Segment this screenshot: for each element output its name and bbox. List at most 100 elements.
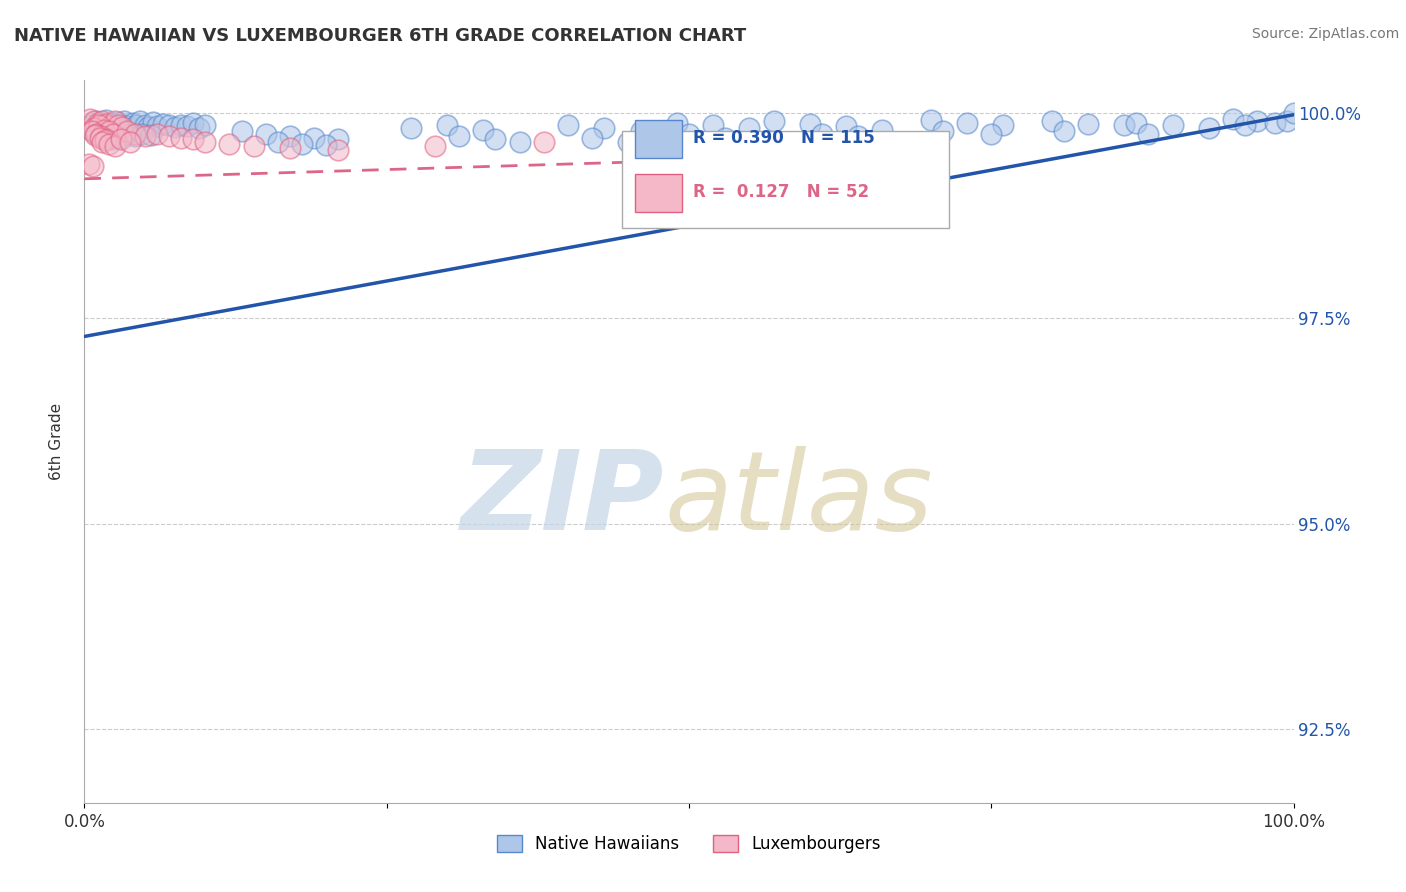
Point: [107, 126, 129, 140]
Point: [124, 127, 146, 141]
Point: [194, 119, 217, 133]
Point: [86, 127, 108, 141]
Point: [835, 120, 858, 134]
Point: [533, 135, 555, 149]
Point: [218, 137, 240, 152]
Point: [436, 119, 458, 133]
Point: [665, 116, 688, 130]
Point: [181, 116, 204, 130]
Point: [714, 130, 737, 145]
Point: [278, 129, 301, 144]
Text: R = 0.390   N = 115: R = 0.390 N = 115: [693, 129, 875, 147]
Point: [267, 135, 290, 149]
Point: [84, 128, 107, 143]
Point: [315, 138, 337, 153]
Point: [103, 127, 125, 141]
Point: [617, 135, 640, 149]
Y-axis label: 6th Grade: 6th Grade: [49, 403, 63, 480]
Point: [110, 132, 132, 146]
Point: [1277, 113, 1299, 128]
Point: [557, 119, 579, 133]
Point: [129, 114, 152, 128]
Point: [920, 112, 942, 127]
Point: [291, 136, 314, 151]
Point: [593, 120, 616, 135]
Point: [91, 113, 114, 128]
Point: [146, 120, 169, 134]
Point: [231, 124, 253, 138]
Point: [139, 128, 162, 143]
Point: [1246, 114, 1268, 128]
Point: [104, 139, 127, 153]
Point: [107, 118, 129, 132]
Point: [1198, 120, 1220, 135]
Point: [932, 124, 955, 138]
Point: [115, 128, 138, 142]
Legend: Native Hawaiians, Luxembourgers: Native Hawaiians, Luxembourgers: [491, 828, 887, 860]
Point: [115, 124, 138, 138]
Point: [993, 119, 1015, 133]
Point: [93, 122, 115, 136]
Point: [738, 120, 761, 135]
Point: [82, 160, 104, 174]
Point: [134, 118, 156, 132]
Point: [702, 119, 724, 133]
Point: [100, 117, 122, 131]
Point: [157, 129, 180, 144]
Text: ZIP: ZIP: [461, 446, 665, 553]
Point: [399, 120, 422, 135]
Point: [188, 120, 211, 135]
Point: [1077, 117, 1099, 131]
Point: [94, 117, 117, 131]
Point: [142, 115, 165, 129]
Point: [328, 132, 350, 146]
Point: [91, 116, 114, 130]
Point: [104, 114, 127, 128]
Point: [91, 130, 114, 145]
Point: [302, 130, 325, 145]
Point: [146, 127, 169, 141]
Point: [242, 139, 264, 153]
Text: Source: ZipAtlas.com: Source: ZipAtlas.com: [1251, 27, 1399, 41]
Point: [678, 127, 700, 141]
Point: [83, 114, 105, 128]
Point: [157, 119, 180, 133]
Point: [278, 140, 301, 154]
Point: [152, 117, 174, 131]
Text: atlas: atlas: [665, 446, 934, 553]
Point: [872, 122, 894, 136]
Point: [125, 119, 148, 133]
Point: [980, 127, 1002, 141]
Point: [762, 114, 785, 128]
Point: [254, 127, 277, 141]
Point: [846, 129, 869, 144]
Point: [181, 132, 204, 146]
Point: [484, 132, 506, 146]
Point: [1125, 116, 1147, 130]
Point: [799, 117, 821, 131]
Point: [83, 120, 105, 135]
Point: [110, 118, 132, 132]
Point: [138, 120, 160, 134]
Point: [472, 122, 495, 136]
Text: NATIVE HAWAIIAN VS LUXEMBOURGER 6TH GRADE CORRELATION CHART: NATIVE HAWAIIAN VS LUXEMBOURGER 6TH GRAD…: [14, 27, 747, 45]
Point: [1040, 114, 1063, 128]
Point: [89, 130, 111, 145]
Point: [94, 131, 117, 145]
Point: [423, 139, 446, 153]
Point: [104, 120, 127, 134]
Point: [1282, 106, 1305, 120]
Point: [1264, 116, 1286, 130]
Point: [1161, 119, 1184, 133]
Point: [170, 118, 193, 132]
Point: [1137, 127, 1160, 141]
Point: [1234, 119, 1257, 133]
Point: [98, 120, 121, 134]
Point: [328, 143, 350, 157]
Point: [110, 130, 132, 145]
FancyBboxPatch shape: [634, 120, 682, 158]
Point: [117, 120, 139, 134]
Point: [124, 129, 146, 144]
Point: [86, 116, 108, 130]
Point: [170, 130, 193, 145]
